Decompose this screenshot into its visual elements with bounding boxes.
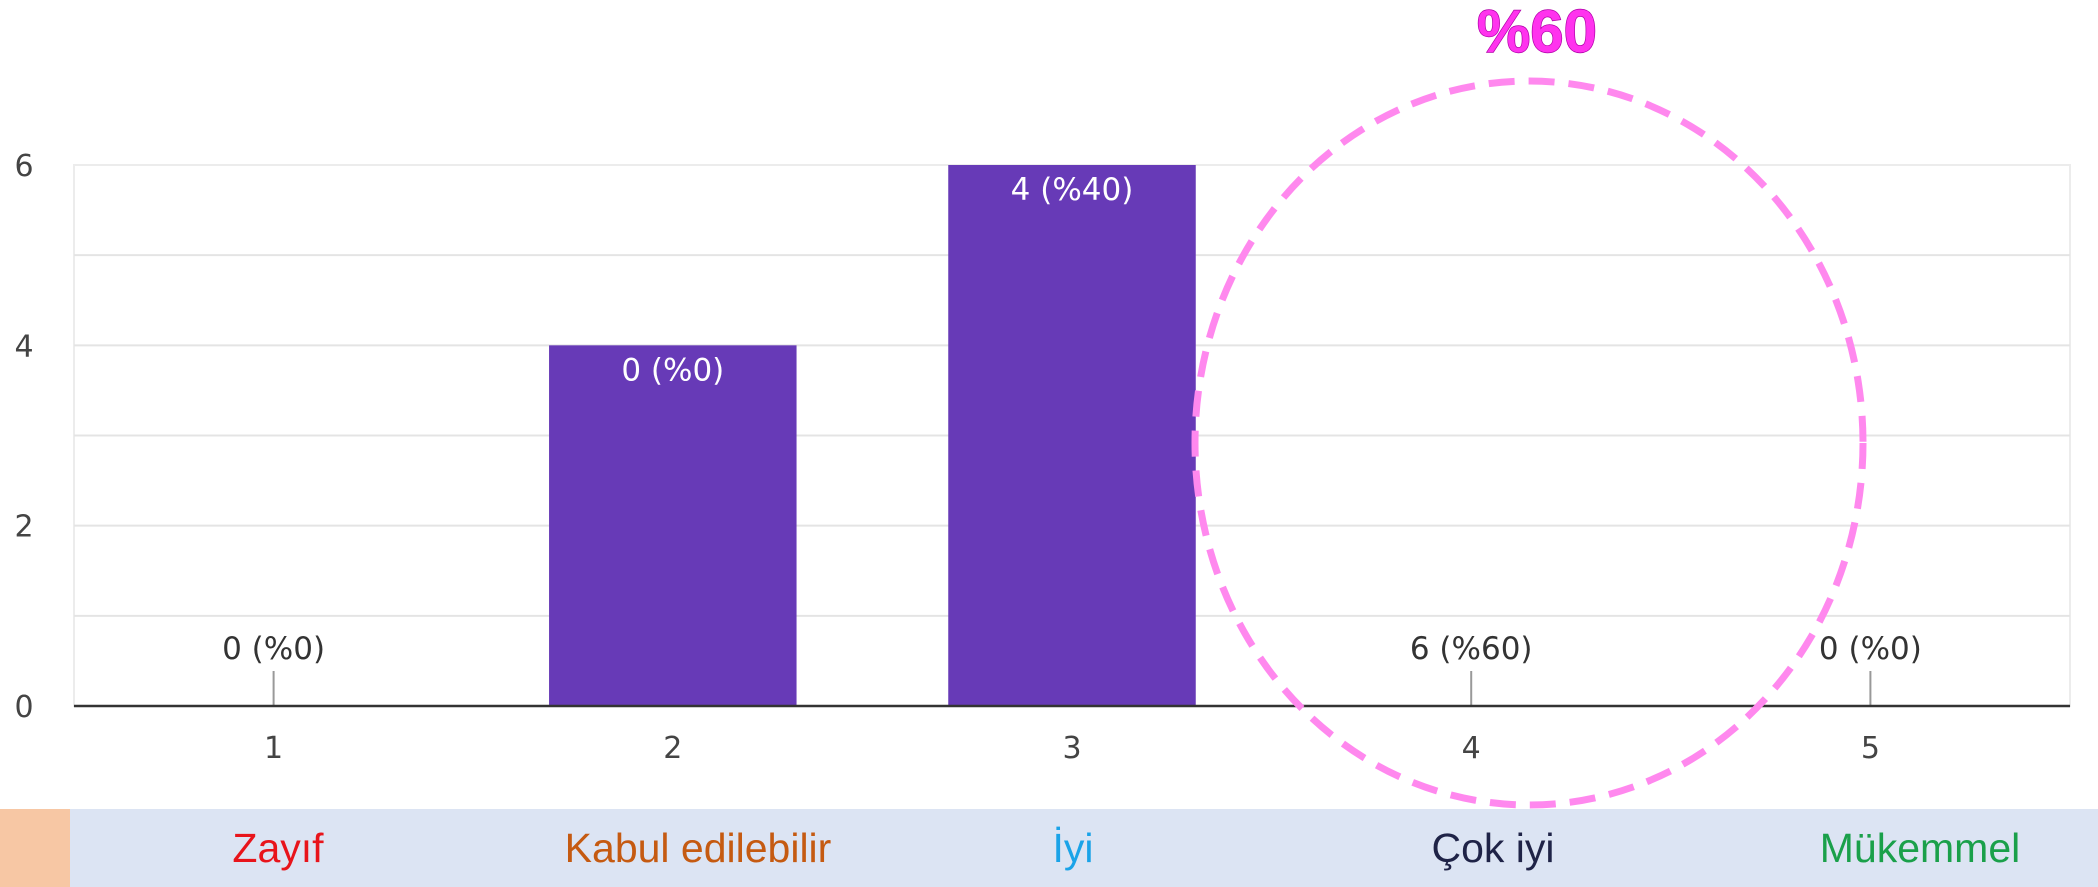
data-label: 0 (%0) bbox=[1819, 631, 1922, 667]
x-tick-label: 2 bbox=[663, 731, 682, 766]
axis-ticks: 0 2 4 6 1 2 3 4 5 bbox=[14, 149, 1879, 766]
y-tick-label: 0 bbox=[14, 690, 33, 725]
bar bbox=[948, 165, 1196, 706]
rating-label: Çok iyi bbox=[1431, 825, 1555, 871]
x-tick-label: 4 bbox=[1462, 731, 1481, 766]
bars bbox=[272, 165, 1872, 706]
rating-label: Kabul edilebilir bbox=[564, 825, 832, 871]
y-tick-label: 4 bbox=[14, 329, 33, 364]
highlight-circle bbox=[1191, 77, 1867, 809]
data-label: 0 (%0) bbox=[222, 631, 325, 667]
y-tick-label: 2 bbox=[14, 510, 33, 545]
data-label: 6 (%60) bbox=[1410, 631, 1533, 667]
rating-label: Mükemmel bbox=[1819, 825, 2021, 871]
x-tick-label: 3 bbox=[1062, 731, 1081, 766]
rating-label: İyi bbox=[1052, 825, 1094, 871]
value-labels: 0 (%0) 0 (%0) 4 (%40) 6 (%60) 0 (%0) bbox=[222, 172, 1922, 667]
rating-scale-strip: Zayıf Kabul edilebilir İyi Çok iyi Mükemmel bbox=[0, 809, 2098, 887]
highlight-label: %60 bbox=[1477, 0, 1597, 65]
x-tick-label: 1 bbox=[264, 731, 283, 766]
bar bbox=[549, 345, 797, 706]
rating-label: Zayıf bbox=[232, 825, 324, 871]
x-tick-label: 5 bbox=[1861, 731, 1880, 766]
y-tick-label: 6 bbox=[14, 149, 33, 184]
data-label: 0 (%0) bbox=[621, 352, 724, 388]
scale-strip-accent bbox=[0, 809, 70, 887]
data-label: 4 (%40) bbox=[1011, 172, 1134, 208]
